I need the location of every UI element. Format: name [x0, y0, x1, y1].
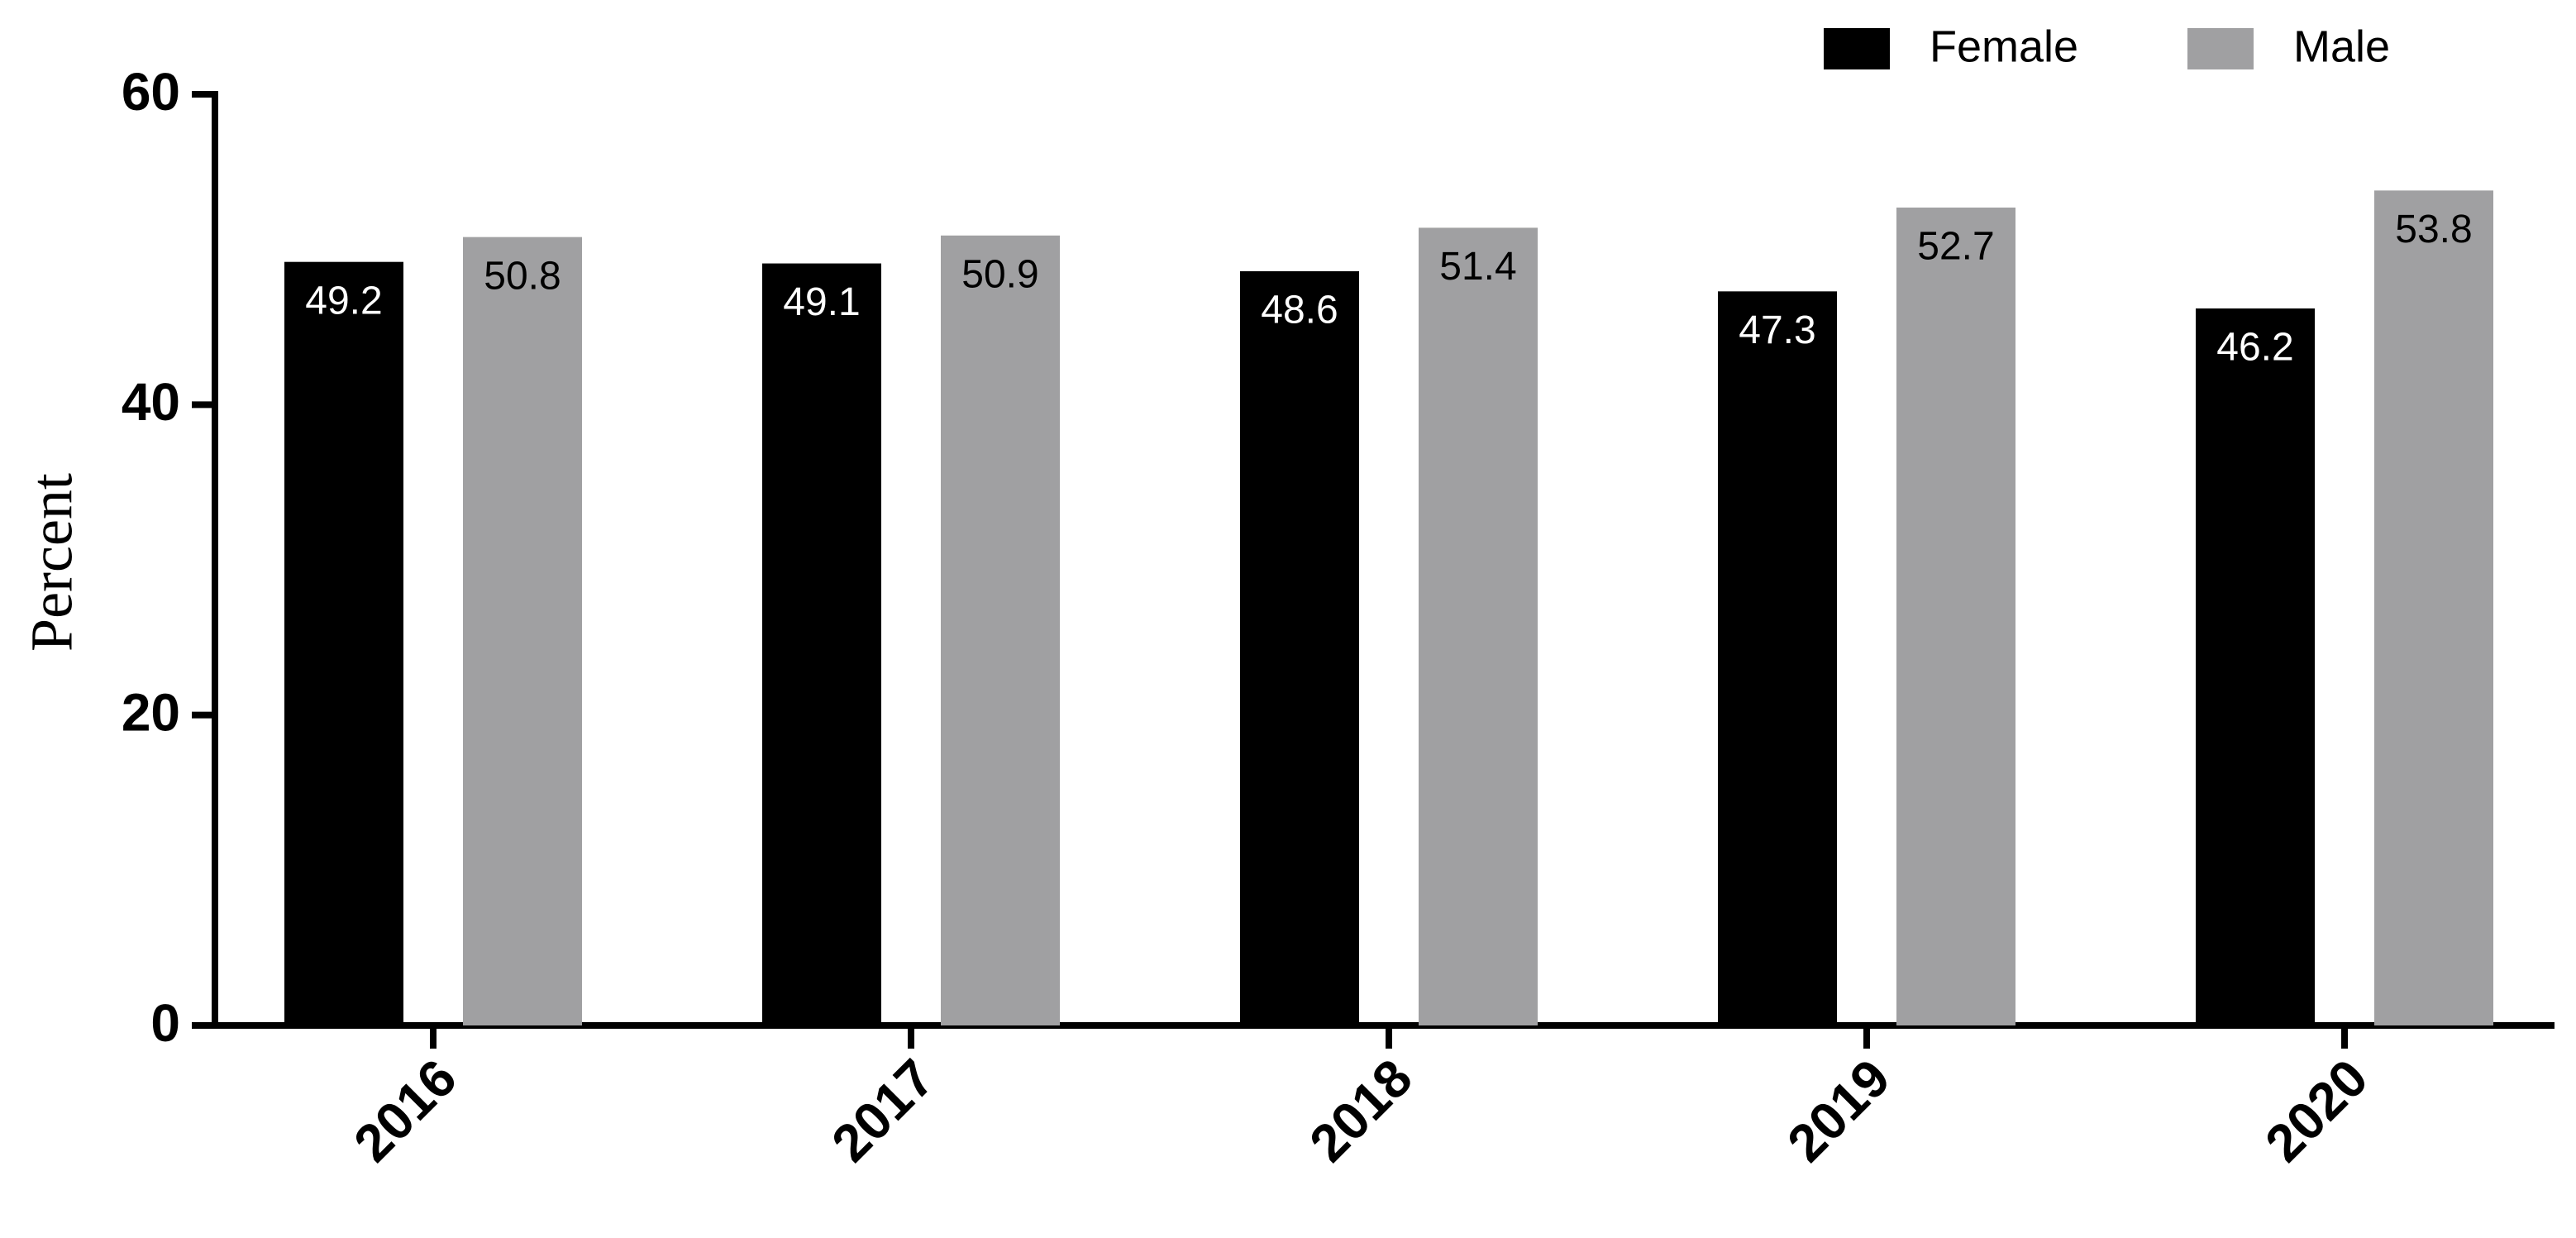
value-label: 49.2 — [305, 279, 382, 323]
value-label: 50.9 — [961, 252, 1038, 296]
y-tick-label: 20 — [122, 683, 180, 743]
bar — [284, 261, 403, 1025]
value-label: 50.8 — [484, 254, 561, 298]
value-label: 53.8 — [2395, 208, 2472, 251]
bar — [2374, 190, 2493, 1025]
bar — [463, 237, 582, 1025]
bar — [941, 235, 1060, 1025]
legend-swatch — [2187, 28, 2254, 69]
y-tick-label: 0 — [150, 993, 180, 1053]
x-tick-label: 2020 — [2254, 1048, 2379, 1173]
x-tick-label: 2017 — [820, 1048, 946, 1173]
x-tick-label: 2016 — [342, 1048, 468, 1173]
x-tick-label: 2019 — [1776, 1048, 1901, 1173]
y-tick-label: 60 — [122, 62, 180, 122]
bar — [1896, 207, 2015, 1025]
bar — [2196, 308, 2315, 1026]
x-tick-label: 2018 — [1298, 1048, 1424, 1173]
value-label: 51.4 — [1439, 245, 1516, 289]
bar — [1419, 227, 1538, 1026]
legend-label: Female — [1930, 22, 2078, 71]
value-label: 46.2 — [2216, 326, 2293, 370]
legend-swatch — [1824, 28, 1890, 69]
bar — [1718, 291, 1837, 1025]
bar — [762, 263, 881, 1026]
value-label: 47.3 — [1739, 308, 1815, 352]
bar — [1240, 270, 1359, 1025]
legend-label: Male — [2293, 22, 2390, 71]
value-label: 49.1 — [783, 280, 860, 324]
y-axis-title: Percent — [19, 473, 85, 652]
value-label: 48.6 — [1261, 289, 1338, 332]
y-tick-label: 40 — [122, 372, 180, 432]
value-label: 52.7 — [1917, 225, 1994, 269]
